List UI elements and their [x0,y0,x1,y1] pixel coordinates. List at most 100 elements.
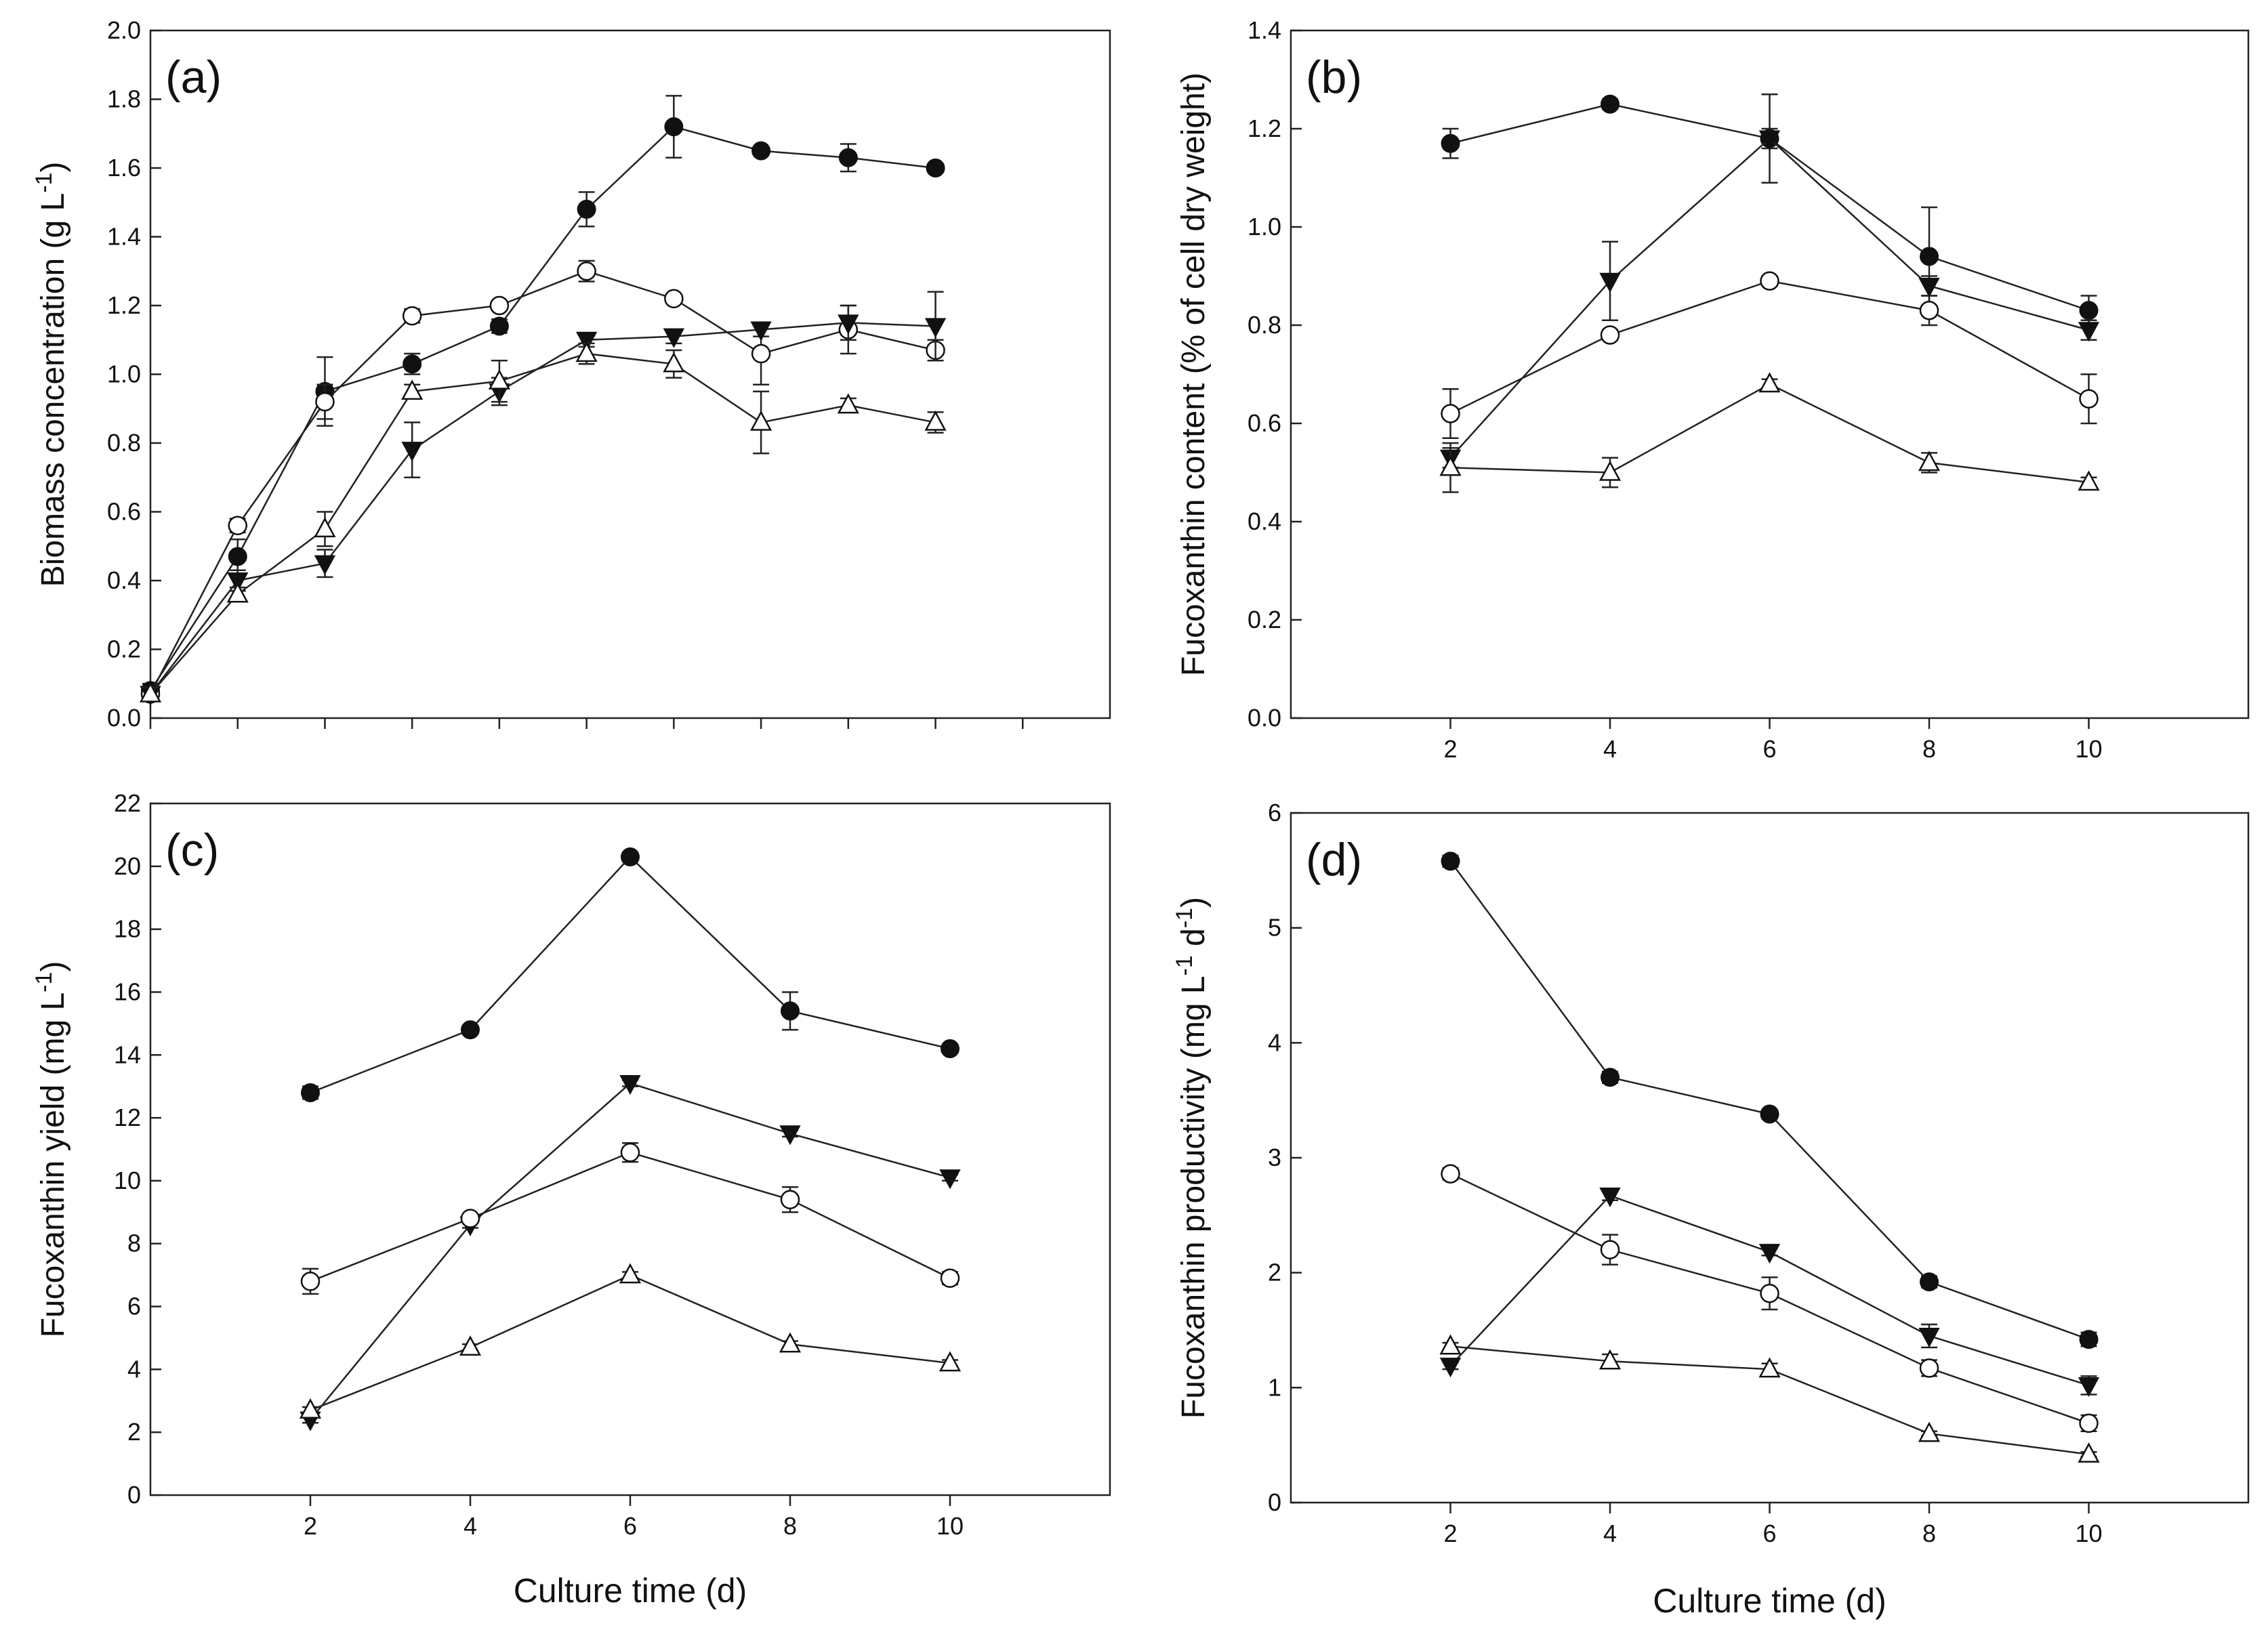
data-point [1920,1423,1939,1441]
series-open-triangle-up [301,1265,960,1418]
data-point [1920,1273,1938,1291]
data-point [461,1210,479,1228]
y-axis-label: Fucoxanthin content (% of cell dry weigh… [1176,72,1212,676]
y-tick-label: 4 [1268,1028,1281,1056]
y-axis-label-sup: -1 [31,972,57,992]
data-point [461,1021,479,1039]
y-axis-label-main: Fucoxanthin content (% of cell dry weigh… [1176,72,1212,676]
series-line [150,322,936,694]
y-tick-label: 0.0 [107,704,141,732]
figure: 0.00.20.40.60.81.01.21.41.61.82.0(a)Biom… [0,0,2268,1634]
y-tick-label: 1.2 [1248,114,1281,142]
x-tick-label: 2 [1443,1520,1457,1547]
data-point [621,848,639,866]
x-tick-label: 8 [1922,1520,1936,1547]
x-tick-label: 8 [783,1512,797,1540]
y-axis-label-close: ) [35,961,71,972]
y-tick-label: 2 [127,1418,141,1446]
data-point [461,1337,480,1355]
y-tick-label: 6 [127,1293,141,1320]
x-tick-label: 2 [304,1512,317,1540]
series-filled-triangle-down [301,1076,960,1430]
data-point [1761,1284,1779,1302]
panel-label: (d) [1306,834,1362,885]
series-line [150,354,936,694]
data-point [1442,1165,1460,1183]
data-point [1601,327,1619,344]
series-filled-triangle-down [141,292,945,705]
y-tick-label: 12 [114,1104,141,1131]
series-open-triangle-up [1441,1336,2099,1461]
y-axis-label-sup2: -1 [1172,908,1197,928]
data-point [1442,405,1460,423]
data-point [941,1170,960,1188]
y-axis-label-main: Fucoxanthin productivity (mg L [1176,976,1212,1419]
series-line [150,271,936,694]
y-tick-label: 10 [114,1167,141,1194]
x-tick-label: 4 [1603,1520,1617,1547]
series-line [1451,861,2089,1339]
series-open-triangle-up [1441,374,2099,493]
y-tick-label: 0.8 [1248,311,1281,339]
series-filled-circle [142,96,945,699]
y-axis-label-close: ) [1176,897,1212,908]
data-point [781,1191,799,1209]
data-point [926,318,945,336]
data-point [302,1272,319,1290]
data-point [1920,301,1938,319]
y-axis-label-sup: -1 [31,173,57,193]
y-axis-label: Biomass concentration (g L-1) [31,162,71,587]
data-point [1441,1358,1460,1376]
y-axis-label: Fucoxanthin productivity (mg L-1 d-1) [1172,897,1212,1419]
y-tick-label: 0 [127,1481,141,1509]
y-tick-label: 0.2 [107,635,141,663]
data-point [1442,852,1460,870]
series-line [310,1083,950,1420]
data-point [2080,301,2098,319]
data-point [1920,453,1939,470]
y-tick-label: 5 [1268,914,1281,942]
x-tick-label: 10 [936,1512,964,1540]
x-tick-label: 4 [463,1512,477,1540]
y-tick-label: 2 [1268,1259,1281,1286]
data-point [403,355,421,373]
y-tick-label: 3 [1268,1144,1281,1171]
series-filled-circle [302,848,959,1102]
x-tick-label: 6 [1762,1520,1776,1547]
series-line [310,857,950,1093]
y-tick-label: 1 [1268,1373,1281,1401]
y-tick-label: 0.2 [1248,606,1281,633]
y-axis-label: Fucoxanthin yield (mg L-1) [31,961,71,1338]
series-line [150,127,936,690]
y-axis-label-main: Fucoxanthin yield (mg L [35,992,71,1338]
data-point [927,159,945,177]
data-point [2080,1331,2098,1348]
y-tick-label: 1.8 [107,85,141,113]
data-point [1601,463,1620,480]
x-tick-label: 4 [1603,735,1617,763]
data-point [752,345,770,362]
y-tick-label: 1.6 [107,154,141,182]
x-tick-label: 10 [2075,735,2102,763]
data-point [2080,1378,2099,1396]
y-tick-label: 0.8 [107,429,141,457]
data-point [1441,457,1460,475]
x-tick-label: 8 [1922,735,1936,763]
y-tick-label: 14 [114,1041,141,1068]
y-tick-label: 16 [114,978,141,1005]
x-axis-title-d: Culture time (d) [1653,1582,1886,1620]
y-tick-label: 1.0 [1248,213,1281,240]
x-tick-label: 6 [623,1512,637,1540]
y-axis-label-close: ) [35,162,71,173]
y-tick-label: 0.0 [1248,704,1281,732]
y-tick-label: 20 [114,852,141,880]
data-point [1920,248,1938,266]
data-point [840,149,857,167]
y-tick-label: 4 [127,1355,141,1383]
y-tick-label: 0.6 [107,498,141,526]
data-point [301,1400,320,1418]
panel-c: 02468101214161820222 4 6 8 10(c)Fucoxanthin … [31,789,1110,1540]
y-tick-label: 22 [114,789,141,817]
data-point [578,201,596,218]
data-point [1442,135,1460,152]
